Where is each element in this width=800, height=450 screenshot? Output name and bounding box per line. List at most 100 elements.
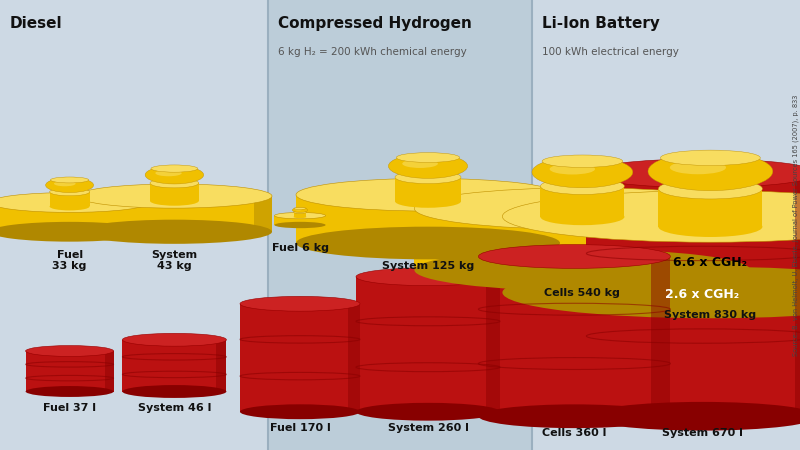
Ellipse shape bbox=[50, 177, 89, 183]
Ellipse shape bbox=[550, 163, 595, 175]
Bar bbox=[268, 0, 532, 450]
Text: 100 kWh electrical energy: 100 kWh electrical energy bbox=[542, 47, 678, 57]
Ellipse shape bbox=[26, 386, 114, 397]
Ellipse shape bbox=[50, 188, 90, 196]
Polygon shape bbox=[502, 216, 800, 292]
Ellipse shape bbox=[395, 195, 461, 208]
Polygon shape bbox=[0, 202, 150, 232]
Polygon shape bbox=[720, 209, 750, 270]
Text: System 260 l: System 260 l bbox=[387, 423, 469, 433]
Polygon shape bbox=[274, 216, 326, 225]
Ellipse shape bbox=[295, 209, 302, 211]
Ellipse shape bbox=[586, 402, 800, 431]
Ellipse shape bbox=[502, 191, 800, 242]
Polygon shape bbox=[321, 216, 326, 225]
Ellipse shape bbox=[122, 385, 226, 398]
Polygon shape bbox=[150, 183, 199, 201]
Ellipse shape bbox=[294, 216, 306, 218]
Ellipse shape bbox=[274, 222, 326, 228]
Ellipse shape bbox=[150, 196, 199, 206]
Ellipse shape bbox=[478, 405, 670, 428]
Ellipse shape bbox=[46, 178, 94, 193]
Ellipse shape bbox=[294, 207, 306, 209]
Text: Fuel 170 l: Fuel 170 l bbox=[270, 423, 330, 433]
Text: 2.6 x CGH₂: 2.6 x CGH₂ bbox=[666, 288, 739, 301]
Text: System 46 l: System 46 l bbox=[138, 403, 211, 413]
Ellipse shape bbox=[402, 159, 438, 168]
Polygon shape bbox=[294, 212, 306, 217]
Bar bbox=[26, 351, 114, 392]
Polygon shape bbox=[77, 196, 272, 232]
Polygon shape bbox=[105, 351, 114, 392]
Ellipse shape bbox=[396, 153, 460, 162]
Ellipse shape bbox=[658, 216, 762, 237]
Bar bbox=[240, 304, 360, 412]
Ellipse shape bbox=[77, 184, 272, 208]
Ellipse shape bbox=[50, 202, 90, 211]
Text: Fuel 6 kg: Fuel 6 kg bbox=[271, 243, 329, 253]
Polygon shape bbox=[348, 304, 360, 412]
Ellipse shape bbox=[395, 171, 461, 184]
Ellipse shape bbox=[26, 346, 114, 356]
Ellipse shape bbox=[661, 150, 760, 166]
Text: System 670 l: System 670 l bbox=[662, 428, 743, 437]
Bar bbox=[122, 340, 226, 392]
Polygon shape bbox=[486, 277, 500, 412]
Text: System 830 kg: System 830 kg bbox=[664, 310, 757, 320]
Polygon shape bbox=[50, 192, 90, 207]
Bar bbox=[356, 277, 500, 412]
Text: Source: B. von Helmolt, U. Eberle, Journal of Power Sources 165 (2007), p. 833: Source: B. von Helmolt, U. Eberle, Journ… bbox=[792, 94, 798, 356]
Polygon shape bbox=[296, 195, 560, 243]
Polygon shape bbox=[254, 196, 272, 232]
Polygon shape bbox=[135, 202, 150, 232]
Text: Cells 360 l: Cells 360 l bbox=[542, 428, 606, 437]
Ellipse shape bbox=[155, 170, 182, 176]
Ellipse shape bbox=[541, 178, 624, 194]
Polygon shape bbox=[414, 209, 750, 270]
Ellipse shape bbox=[274, 212, 326, 219]
Ellipse shape bbox=[145, 166, 204, 184]
Polygon shape bbox=[795, 173, 800, 416]
Ellipse shape bbox=[586, 159, 800, 188]
Polygon shape bbox=[216, 340, 226, 392]
Ellipse shape bbox=[532, 157, 633, 188]
Ellipse shape bbox=[658, 179, 762, 199]
Polygon shape bbox=[651, 256, 670, 416]
Text: Diesel: Diesel bbox=[10, 16, 62, 31]
Bar bbox=[532, 0, 774, 450]
Ellipse shape bbox=[240, 404, 360, 419]
Text: Cells 540 kg: Cells 540 kg bbox=[545, 288, 620, 298]
Ellipse shape bbox=[77, 220, 272, 244]
Ellipse shape bbox=[389, 154, 467, 178]
Ellipse shape bbox=[670, 161, 726, 174]
Polygon shape bbox=[658, 189, 762, 227]
Ellipse shape bbox=[240, 296, 360, 311]
Ellipse shape bbox=[356, 403, 500, 421]
Ellipse shape bbox=[502, 267, 800, 318]
Ellipse shape bbox=[356, 268, 500, 286]
Ellipse shape bbox=[648, 152, 773, 191]
Ellipse shape bbox=[150, 178, 199, 188]
Ellipse shape bbox=[478, 245, 670, 268]
Ellipse shape bbox=[0, 222, 150, 242]
Ellipse shape bbox=[542, 155, 622, 167]
Ellipse shape bbox=[0, 193, 150, 212]
Ellipse shape bbox=[122, 333, 226, 346]
Ellipse shape bbox=[151, 165, 198, 172]
Ellipse shape bbox=[541, 209, 624, 225]
Bar bbox=[478, 256, 670, 416]
Polygon shape bbox=[395, 177, 461, 201]
Ellipse shape bbox=[294, 211, 306, 213]
Ellipse shape bbox=[54, 181, 75, 186]
Text: System
43 kg: System 43 kg bbox=[151, 250, 198, 271]
Ellipse shape bbox=[414, 249, 750, 291]
Text: 6 kg H₂ = 200 kWh chemical energy: 6 kg H₂ = 200 kWh chemical energy bbox=[278, 47, 466, 57]
Text: Fuel 37 l: Fuel 37 l bbox=[43, 403, 96, 413]
Bar bbox=[586, 173, 800, 416]
Text: System 125 kg: System 125 kg bbox=[382, 261, 474, 271]
Bar bbox=[0, 0, 268, 450]
Text: Fuel
33 kg: Fuel 33 kg bbox=[53, 250, 86, 271]
Polygon shape bbox=[541, 186, 624, 217]
Ellipse shape bbox=[292, 208, 308, 212]
Text: Li-Ion Battery: Li-Ion Battery bbox=[542, 16, 659, 31]
